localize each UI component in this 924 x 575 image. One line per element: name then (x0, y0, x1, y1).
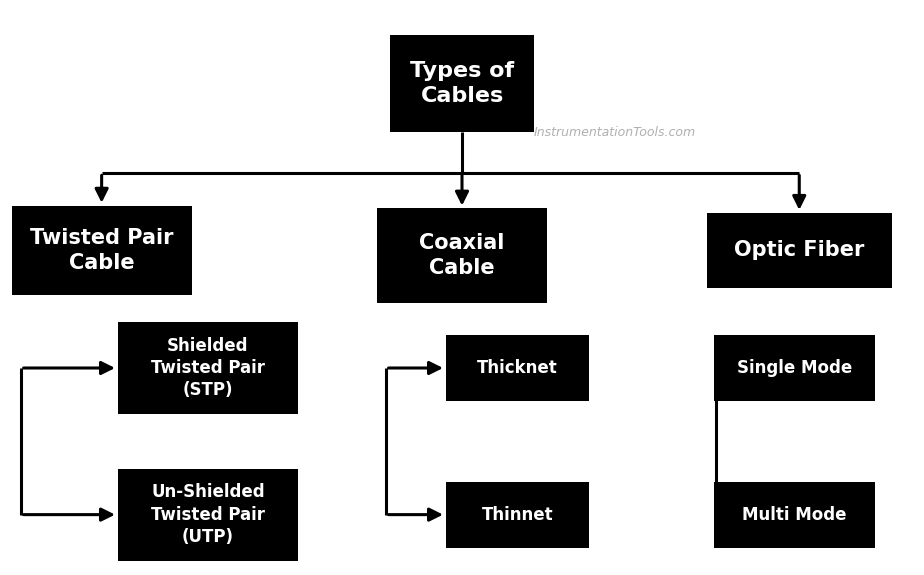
Text: Shielded
Twisted Pair
(STP): Shielded Twisted Pair (STP) (151, 337, 265, 399)
FancyBboxPatch shape (446, 335, 590, 401)
Text: Types of
Cables: Types of Cables (410, 61, 514, 106)
FancyBboxPatch shape (707, 213, 892, 288)
Text: Thinnet: Thinnet (481, 505, 553, 524)
Text: Multi Mode: Multi Mode (742, 505, 847, 524)
Text: Twisted Pair
Cable: Twisted Pair Cable (30, 228, 174, 273)
FancyBboxPatch shape (11, 205, 192, 295)
Text: Optic Fiber: Optic Fiber (734, 240, 865, 260)
FancyBboxPatch shape (713, 482, 876, 547)
Text: Un-Shielded
Twisted Pair
(UTP): Un-Shielded Twisted Pair (UTP) (151, 484, 265, 546)
FancyBboxPatch shape (713, 335, 876, 401)
Text: Single Mode: Single Mode (737, 359, 852, 377)
FancyBboxPatch shape (118, 322, 298, 414)
FancyBboxPatch shape (377, 208, 547, 304)
FancyBboxPatch shape (446, 482, 590, 547)
Text: Coaxial
Cable: Coaxial Cable (419, 233, 505, 278)
FancyBboxPatch shape (390, 34, 534, 132)
FancyBboxPatch shape (118, 469, 298, 561)
Text: Thicknet: Thicknet (477, 359, 558, 377)
Text: InstrumentationTools.com: InstrumentationTools.com (533, 126, 696, 139)
